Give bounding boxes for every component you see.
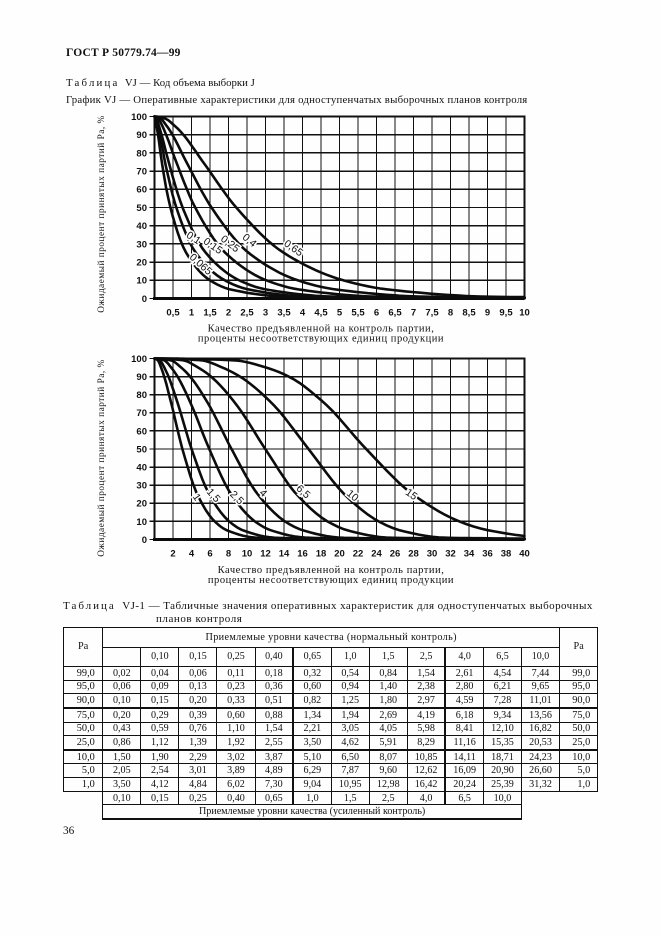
svg-text:10: 10 — [519, 308, 530, 319]
svg-text:0: 0 — [142, 294, 147, 305]
svg-text:40: 40 — [136, 463, 147, 474]
svg-text:9: 9 — [485, 308, 490, 319]
svg-text:60: 60 — [136, 426, 147, 437]
svg-text:20: 20 — [334, 549, 345, 560]
svg-text:28: 28 — [408, 549, 419, 560]
svg-text:90: 90 — [136, 372, 147, 383]
svg-text:6: 6 — [207, 549, 212, 560]
svg-text:проценты несоответствующих еди: проценты несоответствующих единиц продук… — [208, 575, 454, 586]
svg-text:7,5: 7,5 — [425, 308, 439, 319]
svg-text:Ожидаемый процент принятых пар: Ожидаемый процент принятых партий Ра, % — [96, 115, 107, 313]
svg-text:30: 30 — [136, 481, 147, 492]
svg-text:100: 100 — [131, 354, 147, 365]
svg-text:Качество предъявленной на конт: Качество предъявленной на контроль парти… — [208, 324, 435, 335]
svg-text:50: 50 — [136, 203, 147, 214]
svg-text:8: 8 — [448, 308, 453, 319]
svg-text:1,5: 1,5 — [203, 308, 217, 319]
svg-text:16: 16 — [297, 549, 308, 560]
svg-text:Ожидаемый процент принятых пар: Ожидаемый процент принятых партий Ра, % — [96, 359, 107, 557]
svg-text:6: 6 — [374, 308, 379, 319]
svg-text:4: 4 — [189, 549, 195, 560]
svg-text:5,5: 5,5 — [351, 308, 365, 319]
svg-text:2: 2 — [226, 308, 231, 319]
svg-text:проценты несоответствующих еди: проценты несоответствующих единиц продук… — [198, 333, 444, 344]
svg-text:10: 10 — [136, 517, 147, 528]
svg-text:0,25: 0,25 — [218, 233, 242, 255]
svg-text:0: 0 — [142, 535, 147, 546]
svg-text:50: 50 — [136, 444, 147, 455]
svg-text:60: 60 — [136, 185, 147, 196]
svg-text:38: 38 — [501, 549, 512, 560]
svg-text:3,5: 3,5 — [277, 308, 291, 319]
svg-text:70: 70 — [136, 408, 147, 419]
svg-text:10: 10 — [242, 549, 253, 560]
svg-text:40: 40 — [136, 221, 147, 232]
svg-text:100: 100 — [131, 112, 147, 123]
svg-text:8,5: 8,5 — [462, 308, 476, 319]
svg-text:22: 22 — [353, 549, 364, 560]
svg-text:18: 18 — [316, 549, 327, 560]
svg-text:14: 14 — [279, 549, 290, 560]
svg-text:10: 10 — [136, 276, 147, 287]
svg-text:Качество предъявленной на конт: Качество предъявленной на контроль парти… — [218, 565, 445, 576]
svg-text:3: 3 — [263, 308, 268, 319]
svg-text:24: 24 — [371, 549, 382, 560]
svg-text:0,65: 0,65 — [282, 238, 306, 260]
svg-text:0,5: 0,5 — [166, 308, 180, 319]
svg-text:5: 5 — [337, 308, 343, 319]
svg-text:36: 36 — [482, 549, 493, 560]
svg-text:40: 40 — [519, 549, 530, 560]
svg-text:20: 20 — [136, 499, 147, 510]
svg-text:70: 70 — [136, 167, 147, 178]
svg-text:32: 32 — [445, 549, 456, 560]
svg-text:34: 34 — [464, 549, 475, 560]
svg-text:12: 12 — [260, 549, 271, 560]
svg-text:20: 20 — [136, 258, 147, 269]
svg-text:7: 7 — [411, 308, 416, 319]
svg-text:80: 80 — [136, 148, 147, 159]
svg-text:4,5: 4,5 — [314, 308, 328, 319]
svg-text:2: 2 — [170, 549, 175, 560]
svg-text:1: 1 — [189, 308, 195, 319]
svg-text:80: 80 — [136, 390, 147, 401]
svg-text:4: 4 — [257, 487, 269, 500]
svg-text:6,5: 6,5 — [388, 308, 402, 319]
svg-text:9,5: 9,5 — [499, 308, 513, 319]
svg-text:90: 90 — [136, 130, 147, 141]
svg-text:30: 30 — [136, 239, 147, 250]
svg-text:8: 8 — [226, 549, 231, 560]
svg-text:2,5: 2,5 — [240, 308, 254, 319]
svg-text:30: 30 — [427, 549, 438, 560]
svg-text:4: 4 — [300, 308, 306, 319]
svg-text:26: 26 — [390, 549, 401, 560]
